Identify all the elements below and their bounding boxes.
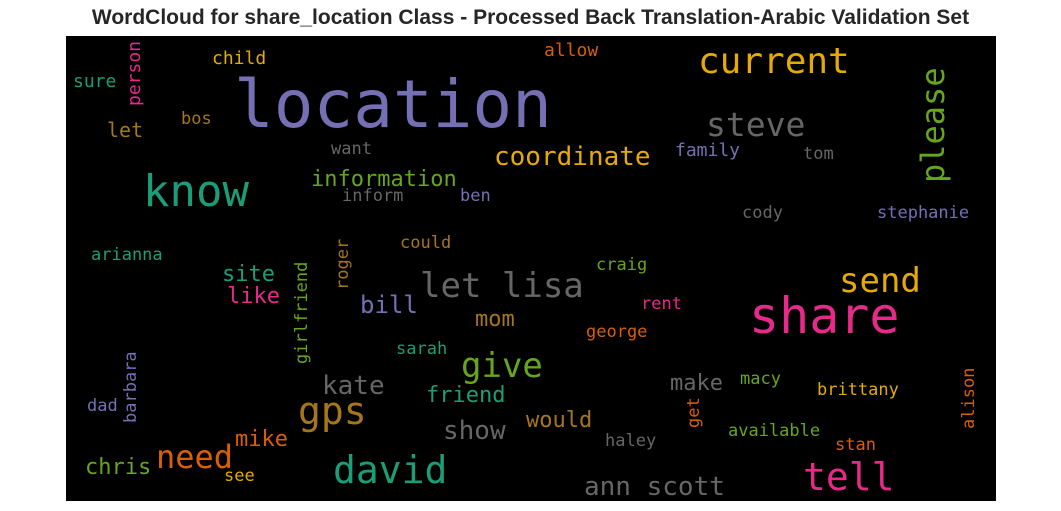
word-rent: rent: [641, 294, 682, 314]
word-mom: mom: [475, 307, 515, 332]
word-coordinate: coordinate: [494, 142, 651, 172]
word-let: let: [107, 118, 144, 142]
word-want: want: [331, 139, 372, 159]
word-mike: mike: [235, 427, 288, 452]
word-george: george: [586, 322, 648, 342]
word-haley: haley: [605, 431, 657, 451]
word-arianna: arianna: [91, 245, 163, 265]
word-give: give: [461, 346, 543, 386]
word-sarah: sarah: [396, 339, 448, 359]
word-let-lisa: let lisa: [420, 266, 584, 306]
word-current: current: [698, 41, 850, 82]
word-bos: bos: [181, 109, 212, 129]
word-person: person: [124, 40, 145, 106]
word-ben: ben: [460, 186, 491, 206]
word-bill: bill: [360, 291, 418, 319]
wordcloud-canvas: location share know david tell current s…: [66, 36, 996, 501]
word-girlfriend: girlfriend: [292, 261, 312, 364]
word-tell: tell: [803, 455, 895, 499]
word-share: share: [749, 287, 900, 345]
word-brittany: brittany: [817, 380, 899, 400]
word-ann-scott: ann scott: [584, 472, 725, 501]
word-please: please: [914, 67, 952, 183]
word-craig: craig: [596, 255, 648, 275]
word-site: site: [222, 262, 275, 287]
word-need: need: [156, 438, 234, 476]
word-location: location: [234, 66, 552, 143]
word-inform: inform: [342, 186, 404, 206]
chart-title: WordCloud for share_location Class - Pro…: [91, 6, 970, 29]
word-dad: dad: [87, 396, 118, 416]
word-could: could: [400, 233, 452, 253]
word-roger: roger: [333, 238, 353, 290]
word-kate: kate: [322, 371, 385, 401]
word-tom: tom: [803, 144, 834, 164]
word-barbara: barbara: [121, 351, 141, 423]
word-chris: chris: [85, 455, 152, 480]
word-stephanie: stephanie: [877, 203, 970, 223]
word-friend: friend: [426, 383, 506, 408]
word-see: see: [224, 466, 255, 486]
word-get: get: [684, 397, 704, 428]
word-cody: cody: [742, 203, 783, 223]
word-gps: gps: [298, 389, 367, 433]
word-know: know: [143, 166, 249, 217]
word-send: send: [839, 261, 921, 301]
word-would: would: [526, 408, 593, 433]
word-david: david: [333, 448, 448, 492]
word-alison: alison: [959, 367, 979, 429]
word-family: family: [675, 140, 741, 161]
word-child: child: [212, 48, 267, 69]
word-like: like: [227, 284, 280, 309]
word-steve: steve: [706, 105, 806, 144]
word-sure: sure: [73, 71, 117, 92]
word-make: make: [670, 371, 723, 396]
word-information: information: [311, 167, 457, 192]
word-stan: stan: [835, 435, 876, 455]
word-allow: allow: [544, 40, 599, 61]
word-available: available: [728, 421, 821, 441]
word-show: show: [443, 416, 506, 446]
word-macy: macy: [740, 369, 781, 389]
